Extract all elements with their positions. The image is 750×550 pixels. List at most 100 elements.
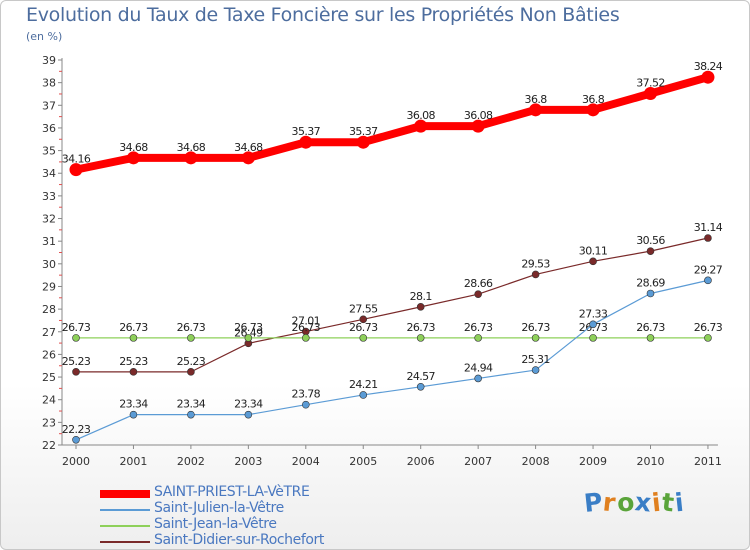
data-point — [359, 315, 368, 324]
y-tick-label: 36 — [42, 122, 56, 135]
data-point — [72, 334, 80, 342]
data-label: 25.23 — [119, 355, 148, 368]
data-label: 26.73 — [521, 321, 550, 334]
data-point — [646, 334, 655, 342]
data-label: 24.57 — [406, 370, 435, 383]
data-label: 29.27 — [694, 263, 723, 276]
data-label: 26.73 — [62, 321, 91, 334]
data-point — [129, 334, 138, 342]
data-point — [187, 410, 195, 419]
data-point — [359, 391, 368, 399]
x-tick-label: 2001 — [119, 455, 147, 468]
data-label: 38.24 — [694, 60, 723, 73]
data-point — [589, 320, 597, 329]
data-label: 23.34 — [234, 398, 263, 411]
data-point — [301, 334, 310, 342]
data-label: 26.49 — [234, 326, 263, 339]
data-point — [184, 151, 198, 165]
data-label: 26.73 — [464, 321, 493, 334]
legend-label: Saint-Jean-la-Vêtre — [154, 516, 277, 532]
data-point — [129, 368, 138, 376]
data-label: 36.8 — [525, 93, 548, 106]
legend-label: Saint-Didier-sur-Rochefort — [154, 532, 325, 548]
data-point — [704, 276, 712, 285]
legend-label: SAINT-PRIEST-LA-VèTRE — [154, 484, 310, 500]
data-label: 28.1 — [410, 290, 432, 303]
data-point — [589, 257, 597, 266]
legend-swatch — [100, 509, 150, 511]
y-tick-label: 39 — [42, 54, 56, 67]
data-label: 26.73 — [177, 321, 206, 334]
data-label: 30.11 — [579, 244, 608, 257]
data-label: 34.68 — [234, 141, 263, 154]
data-point — [704, 334, 712, 342]
data-label: 26.73 — [694, 321, 723, 334]
data-point — [187, 368, 195, 376]
y-tick-label: 26 — [42, 348, 56, 361]
data-label: 35.37 — [292, 125, 321, 138]
x-tick-label: 2008 — [522, 455, 550, 468]
proxiti-logo: Proxiti — [583, 487, 686, 518]
logo-letter: i — [673, 487, 686, 518]
x-tick-label: 2000 — [62, 455, 90, 468]
data-label: 36.08 — [406, 109, 435, 122]
data-point — [129, 410, 138, 419]
data-label: 36.08 — [464, 109, 493, 122]
data-point — [531, 270, 540, 279]
series-line — [75, 279, 709, 441]
data-label: 26.73 — [349, 321, 378, 334]
data-point — [529, 103, 543, 117]
x-tick-label: 2006 — [407, 455, 435, 468]
data-label: 37.52 — [636, 77, 665, 90]
data-point — [586, 103, 600, 117]
data-label: 22.23 — [62, 423, 91, 436]
data-point — [69, 163, 83, 177]
y-tick-label: 35 — [42, 145, 56, 158]
data-label: 29.53 — [521, 257, 550, 270]
data-point — [474, 334, 482, 342]
x-tick-label: 2011 — [694, 455, 722, 468]
data-point — [187, 334, 195, 342]
data-point — [244, 410, 253, 419]
series-2: 26.73 26.73 26.73 26.73 26.73 26.73 26.73 26.73… — [62, 321, 723, 342]
data-label: 24.21 — [349, 378, 378, 391]
series-1: 22.23 23.34 23.34 23.34 23.78 24.21 24.57 24.94… — [62, 263, 723, 444]
data-label: 26.73 — [119, 321, 148, 334]
data-label: 25.23 — [62, 355, 91, 368]
y-tick-label: 32 — [42, 213, 56, 226]
data-label: 34.68 — [119, 141, 148, 154]
data-label: 36.8 — [582, 93, 605, 106]
x-tick-label: 2009 — [579, 455, 607, 468]
legend-swatch — [100, 490, 150, 498]
series-line — [75, 237, 709, 373]
data-point — [414, 119, 428, 133]
data-point — [704, 234, 712, 242]
data-label: 35.37 — [349, 125, 378, 138]
y-tick-label: 31 — [42, 235, 56, 248]
data-point — [416, 303, 425, 311]
data-label: 34.16 — [62, 153, 91, 166]
data-label: 23.34 — [119, 398, 148, 411]
data-point — [644, 87, 657, 101]
data-label: 26.73 — [234, 321, 263, 334]
data-point — [474, 290, 482, 298]
series-0: 34.16 34.68 34.68 34.68 35.37 35.37 36.08 36.08… — [62, 60, 723, 177]
x-tick-label: 2003 — [234, 455, 262, 468]
y-tick-label: 24 — [42, 394, 56, 407]
x-tick-label: 2004 — [292, 455, 320, 468]
data-point — [301, 400, 310, 409]
x-tick-label: 2007 — [464, 455, 492, 468]
y-tick-label: 27 — [42, 326, 56, 339]
y-tick-label: 22 — [42, 439, 56, 452]
data-label: 28.66 — [464, 277, 493, 290]
data-point — [359, 334, 368, 342]
data-point — [531, 334, 540, 342]
y-tick-label: 29 — [42, 280, 56, 293]
y-tick-label: 28 — [42, 303, 56, 316]
x-tick-label: 2005 — [349, 455, 377, 468]
data-label: 27.01 — [292, 315, 321, 328]
legend-swatch — [100, 525, 150, 527]
data-point — [299, 135, 313, 149]
